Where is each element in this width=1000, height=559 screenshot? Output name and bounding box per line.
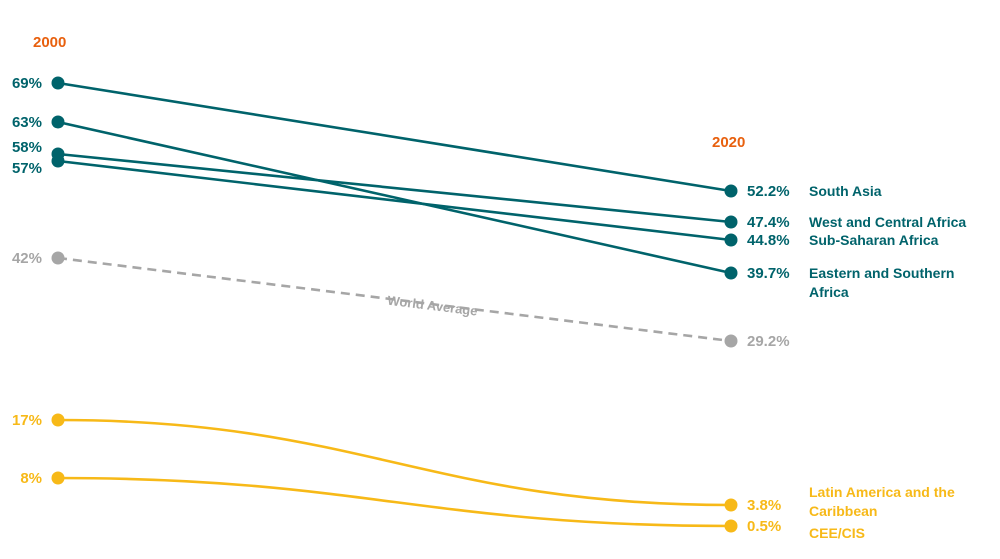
end-value-label-south-asia: 52.2% [747,183,790,200]
point-start-latin-america-and-the-caribbean [51,413,65,427]
series-name-latin-america-and-the-caribbean: Latin America and the Caribbean [809,484,955,519]
start-value-label-south-asia: 69% [12,75,42,92]
series-name-eastern-and-southern-africa: Eastern and Southern Africa [809,265,954,300]
series-line-cee-cis [57,476,732,528]
series-line-eastern-and-southern-africa [57,120,732,275]
end-value-label-world-average: 29.2% [747,333,790,350]
series-line-latin-america-and-the-caribbean [57,418,732,507]
point-start-sub-saharan-africa [51,154,65,168]
series-lines [57,81,732,528]
point-start-cee-cis [51,471,65,485]
labels: 2000 2020 69% 52.2% South Asia 58% 47.4% West… [12,34,966,541]
point-end-world-average [724,334,738,348]
end-value-label-cee-cis: 0.5% [747,518,781,535]
point-end-west-and-central-africa [724,215,738,229]
point-end-sub-saharan-africa [724,233,738,247]
point-end-latin-america-and-the-caribbean [724,498,738,512]
series-name-west-and-central-africa: West and Central Africa [809,214,966,230]
end-value-label-west-and-central-africa: 47.4% [747,214,790,231]
series-name-cee-cis: CEE/CIS [809,525,865,541]
point-end-eastern-and-southern-africa [724,266,738,280]
annotation-world-average: World Average [387,293,479,319]
series-name-south-asia: South Asia [809,183,882,199]
series-line-sub-saharan-africa [57,159,732,242]
point-end-south-asia [724,184,738,198]
start-value-label-sub-saharan-africa: 57% [12,160,42,177]
start-value-label-eastern-and-southern-africa: 63% [12,114,42,131]
end-value-label-latin-america-and-the-caribbean: 3.8% [747,497,781,514]
series-line-west-and-central-africa [57,152,732,224]
start-value-label-world-average: 42% [12,250,42,267]
point-end-cee-cis [724,519,738,533]
year-label-start: 2000 [33,34,66,51]
series-name-sub-saharan-africa: Sub-Saharan Africa [809,232,939,248]
series-line-south-asia [57,81,732,193]
start-value-label-latin-america-and-the-caribbean: 17% [12,412,42,429]
series-points [51,76,738,533]
year-label-end: 2020 [712,134,745,151]
end-value-label-sub-saharan-africa: 44.8% [747,232,790,249]
end-value-label-eastern-and-southern-africa: 39.7% [747,265,790,282]
start-value-label-west-and-central-africa: 58% [12,139,42,156]
start-value-label-cee-cis: 8% [20,470,42,487]
point-start-south-asia [51,76,65,90]
point-start-eastern-and-southern-africa [51,115,65,129]
series-line-world-average [57,256,732,343]
point-start-world-average [51,251,65,265]
